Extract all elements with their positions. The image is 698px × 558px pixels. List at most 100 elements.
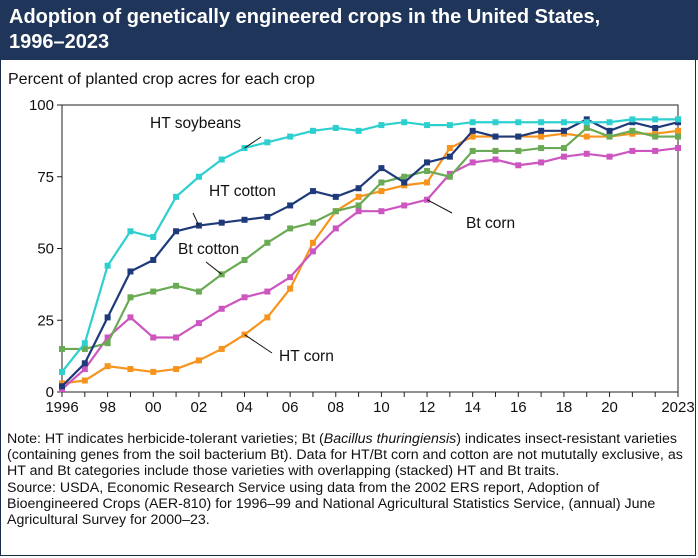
point-ht-cotton-1996	[59, 383, 65, 390]
point-bt-cotton-2001	[173, 282, 180, 289]
point-bt-cotton-2009	[355, 202, 362, 209]
plot-area	[61, 104, 679, 393]
point-ht-cotton-2008	[332, 193, 339, 200]
point-ht-cotton-2004	[241, 216, 248, 223]
annotation-leader-ht-corn	[244, 334, 273, 354]
point-ht-soybeans-1999	[127, 228, 134, 235]
y-tick-label-0: 0	[46, 384, 54, 401]
point-ht-soybeans-2014	[469, 119, 476, 126]
point-bt-corn-2005	[264, 288, 271, 295]
point-bt-corn-2011	[401, 202, 408, 209]
point-ht-cotton-2011	[401, 179, 408, 186]
series-ht-soybeans	[59, 116, 681, 375]
point-bt-cotton-1997	[81, 345, 88, 352]
point-bt-corn-2009	[355, 208, 362, 215]
chart-title: Adoption of genetically engineered crops…	[9, 6, 601, 53]
point-ht-soybeans-2017	[538, 119, 545, 126]
point-ht-corn-2005	[264, 314, 271, 321]
point-ht-corn-2003	[218, 345, 225, 352]
point-ht-cotton-1998	[104, 314, 111, 321]
point-ht-soybeans-2011	[401, 119, 408, 126]
point-bt-cotton-2011	[401, 173, 408, 180]
x-tick-label-13: 2023	[661, 399, 694, 416]
point-ht-soybeans-2019	[583, 119, 590, 126]
point-ht-corn-1998	[104, 363, 111, 370]
point-bt-corn-2002	[195, 320, 202, 327]
point-ht-cotton-2012	[424, 159, 431, 166]
point-ht-corn-2006	[287, 285, 294, 292]
x-tick-label-9: 14	[464, 399, 481, 416]
point-bt-corn-2006	[287, 274, 294, 281]
y-tick-label-3: 75	[37, 169, 54, 186]
point-bt-cotton-2016	[515, 147, 522, 154]
point-ht-cotton-2016	[515, 133, 522, 140]
annotation-label-ht-corn: HT corn	[279, 348, 334, 365]
point-ht-cotton-2013	[446, 153, 453, 160]
point-bt-corn-2014	[469, 159, 476, 166]
x-tick-label-5: 06	[282, 399, 299, 416]
note-text: Note: HT indicates herbicide-tolerant va…	[7, 431, 693, 480]
point-ht-soybeans-2016	[515, 119, 522, 126]
annotation-label-bt-corn: Bt corn	[466, 215, 515, 232]
point-bt-corn-2001	[173, 334, 180, 341]
point-ht-soybeans-2000	[150, 234, 157, 241]
point-bt-cotton-2019	[583, 124, 590, 131]
point-bt-cotton-2000	[150, 288, 157, 295]
x-tick-label-3: 02	[191, 399, 208, 416]
y-axis-label: Percent of planted crop acres for each c…	[8, 71, 315, 88]
point-ht-soybeans-2020	[606, 119, 613, 126]
series-line-ht-cotton	[61, 118, 679, 388]
point-bt-corn-2010	[378, 208, 385, 215]
point-bt-cotton-2015	[492, 147, 499, 154]
point-bt-cotton-1999	[127, 294, 134, 301]
notes-block: Note: HT indicates herbicide-tolerant va…	[7, 431, 693, 528]
point-ht-soybeans-2001	[173, 193, 180, 200]
point-ht-cotton-2014	[469, 127, 476, 134]
point-bt-corn-2019	[583, 150, 590, 157]
point-bt-corn-2023	[675, 145, 681, 152]
point-bt-cotton-2012	[424, 168, 431, 175]
x-tick-label-2: 00	[145, 399, 162, 416]
x-tick-label-1: 98	[99, 399, 116, 416]
point-ht-soybeans-2006	[287, 133, 294, 140]
point-bt-corn-2021	[629, 147, 636, 154]
note-prefix: Note: HT indicates herbicide-tolerant va…	[7, 431, 324, 447]
point-bt-cotton-2013	[446, 173, 453, 180]
point-bt-cotton-2017	[538, 145, 545, 152]
point-bt-corn-2020	[606, 153, 613, 160]
point-ht-soybeans-1996	[59, 368, 65, 375]
series-bt-cotton	[59, 124, 681, 352]
point-bt-corn-2007	[309, 248, 316, 255]
x-tick-label-0: 1996	[45, 399, 78, 416]
series-line-ht-soybeans	[61, 118, 678, 373]
line-chart: 0 25 50 75 100 1996 98 00 02 04 06 08 10 12 14 16 18 20 20…	[29, 97, 695, 416]
point-ht-cotton-2006	[287, 202, 294, 209]
point-ht-cotton-1999	[127, 268, 134, 275]
y-tick-label-2: 50	[37, 241, 54, 258]
point-ht-corn-1997	[81, 377, 88, 384]
point-ht-corn-2019	[583, 133, 590, 140]
x-tick-label-6: 08	[327, 399, 344, 416]
point-ht-cotton-2017	[538, 127, 545, 134]
point-ht-cotton-2007	[309, 188, 316, 195]
point-ht-soybeans-2007	[309, 127, 316, 134]
point-bt-cotton-2022	[652, 133, 659, 140]
point-bt-cotton-1996	[59, 345, 65, 352]
y-tick-label-4: 100	[29, 97, 54, 114]
point-bt-cotton-2020	[606, 133, 613, 140]
x-tick-label-7: 10	[373, 399, 390, 416]
point-ht-cotton-2010	[378, 165, 385, 172]
point-ht-soybeans-2023	[675, 116, 681, 123]
point-ht-soybeans-2022	[652, 116, 659, 123]
point-bt-cotton-2004	[241, 256, 248, 263]
x-tick-label-4: 04	[236, 399, 253, 416]
x-tick-label-12: 20	[601, 399, 618, 416]
point-ht-cotton-2009	[355, 185, 362, 192]
series-line-bt-cotton	[62, 126, 678, 351]
point-ht-soybeans-1998	[104, 262, 111, 269]
point-bt-corn-2003	[218, 305, 225, 312]
point-bt-corn-1997	[81, 366, 88, 373]
point-ht-cotton-1997	[81, 360, 88, 367]
point-ht-corn-2000	[150, 368, 157, 375]
point-ht-soybeans-2013	[446, 122, 453, 129]
